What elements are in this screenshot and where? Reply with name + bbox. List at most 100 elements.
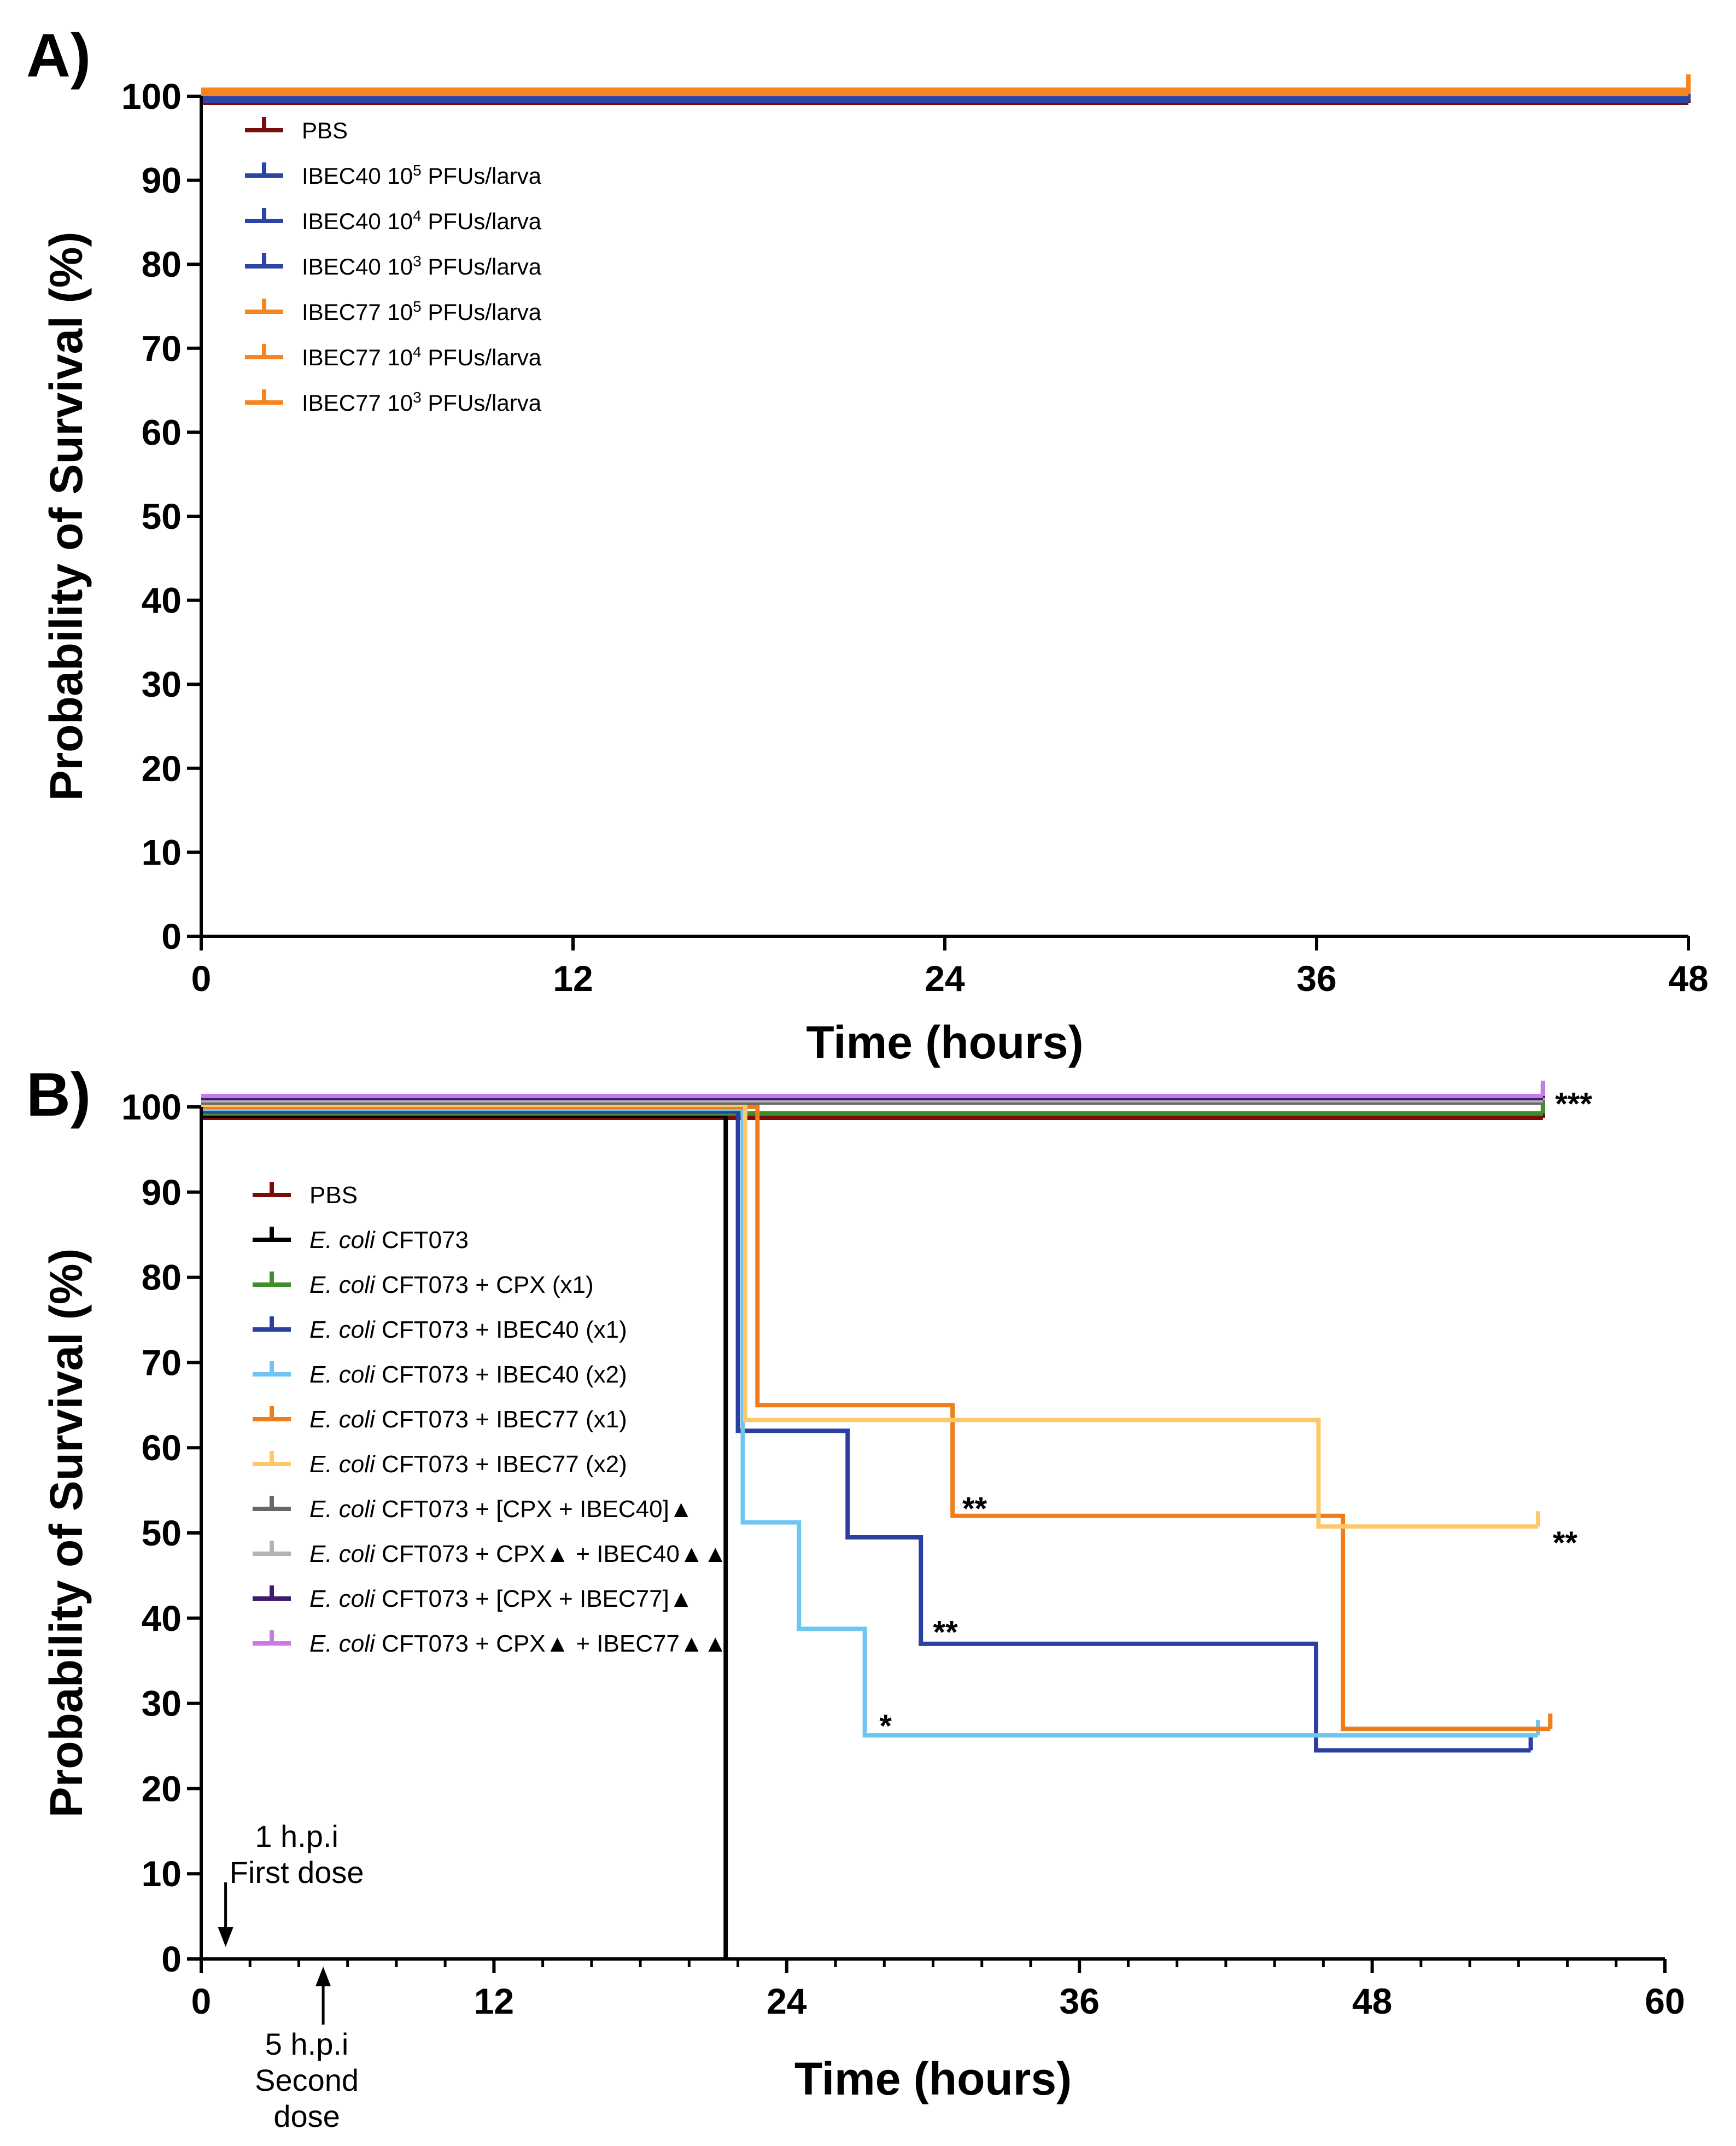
y-tick-label: 100 [121, 76, 182, 116]
significance-marker: *** [1555, 1086, 1592, 1122]
legend-entry-suffix: PFUs/larva [422, 390, 542, 416]
significance-marker: * [879, 1708, 892, 1744]
legend-entry-label: IBEC40 10 [302, 254, 413, 279]
legend-entry: E. coli CFT073 + CPX▲ + IBEC77▲▲ [309, 1630, 727, 1657]
x-tick-label: 0 [191, 1981, 212, 2021]
y-tick-label: 60 [142, 412, 182, 452]
legend-entry: IBEC77 103 PFUs/larva [302, 389, 542, 416]
significance-marker: ** [933, 1614, 958, 1650]
legend-entry: E. coli CFT073 + IBEC40 (x2) [309, 1361, 627, 1388]
legend-entry: E. coli CFT073 + IBEC40 (x1) [309, 1316, 627, 1343]
dose-arrow-head [315, 1967, 331, 1986]
legend-entry-italic: E. coli [309, 1630, 376, 1657]
legend-entry-italic: E. coli [309, 1227, 376, 1253]
y-tick-label: 10 [142, 832, 182, 872]
y-tick-label: 20 [142, 1768, 182, 1809]
legend-entry-italic: E. coli [309, 1451, 376, 1478]
legend-entry: E. coli CFT073 + IBEC77 (x2) [309, 1451, 627, 1478]
legend-entry: IBEC40 105 PFUs/larva [302, 162, 542, 189]
dose-note: Second [255, 2063, 359, 2097]
x-tick-label: 12 [474, 1981, 514, 2021]
y-tick-label: 40 [142, 1598, 182, 1638]
legend-entry-suffix: PFUs/larva [422, 163, 542, 189]
x-tick-label: 36 [1059, 1981, 1099, 2021]
panel-a-chart: A) 0 10 20 30 40 50 60 70 80 90 100 0 12 24 36 48 Time (h… [26, 21, 1709, 1068]
y-tick-label: 40 [142, 580, 182, 621]
series-line [201, 1107, 1538, 1738]
y-tick-label: 100 [121, 1087, 182, 1127]
x-axis-title: Time (hours) [806, 1017, 1083, 1068]
legend-entry-label: CFT073 + CPX▲ + IBEC77▲▲ [375, 1630, 727, 1657]
legend-entry-suffix: PFUs/larva [422, 208, 542, 234]
legend-entry-superscript: 3 [413, 389, 422, 406]
y-tick-label: 80 [142, 244, 182, 284]
legend-entry: E. coli CFT073 + CPX (x1) [309, 1272, 594, 1298]
legend-entry-label: IBEC77 10 [302, 299, 413, 325]
y-tick-label: 30 [142, 1683, 182, 1724]
dose-note: dose [273, 2099, 340, 2133]
y-tick-label: 90 [142, 1172, 182, 1212]
x-tick-label: 36 [1296, 958, 1336, 999]
y-tick-label: 50 [142, 1513, 182, 1553]
legend-entry-superscript: 4 [413, 343, 422, 360]
y-tick-label: 70 [142, 328, 182, 369]
legend-entry-label: CFT073 + IBEC40 (x1) [375, 1316, 627, 1343]
legend-entry-italic: E. coli [309, 1541, 376, 1567]
legend-entry-label: IBEC77 10 [302, 390, 413, 416]
x-tick-label: 24 [767, 1981, 807, 2021]
legend-entry: IBEC77 105 PFUs/larva [302, 298, 542, 325]
significance-marker: ** [1553, 1525, 1578, 1561]
legend-entry-label: IBEC77 10 [302, 345, 413, 370]
legend-entry-label: CFT073 + IBEC77 (x2) [375, 1451, 627, 1478]
panel-b-chart: B) 0 10 20 30 40 50 60 70 80 90 100 0 12 24 36 48 60 Time … [26, 1060, 1685, 2133]
x-tick-label: 0 [191, 958, 212, 999]
legend-entry: PBS [302, 118, 348, 143]
legend-entry: E. coli CFT073 + [CPX + IBEC40]▲ [309, 1496, 693, 1523]
legend-entry-label: CFT073 + [CPX + IBEC40]▲ [375, 1496, 693, 1523]
series-line [201, 1105, 1551, 1731]
series-group [201, 74, 1691, 105]
legend-entry: E. coli CFT073 + CPX▲ + IBEC40▲▲ [309, 1541, 727, 1567]
dose-arrow-head [218, 1927, 233, 1947]
panel-label: B) [26, 1060, 91, 1129]
y-axis-title: Probability of Survival (%) [40, 232, 92, 801]
panel-label: A) [26, 21, 91, 90]
y-tick-label: 30 [142, 664, 182, 704]
y-tick-label: 50 [142, 496, 182, 536]
legend-entry-italic: E. coli [309, 1406, 376, 1433]
legend-entry-suffix: PFUs/larva [422, 254, 542, 279]
legend-entry: E. coli CFT073 + IBEC77 (x1) [309, 1406, 627, 1433]
legend-entry-italic: E. coli [309, 1585, 376, 1612]
legend-entry-superscript: 5 [413, 162, 422, 179]
dose-note: First dose [230, 1855, 364, 1890]
legend-entry-label: CFT073 + IBEC40 (x2) [375, 1361, 627, 1388]
y-tick-label: 10 [142, 1853, 182, 1894]
legend-entry-italic: E. coli [309, 1496, 376, 1523]
axes: 0 10 20 30 40 50 60 70 80 90 100 0 12 24 36 48 60 [121, 1087, 1685, 2021]
legend-entry-label: PBS [309, 1182, 358, 1209]
legend-entry-superscript: 4 [413, 207, 422, 224]
legend-entry: IBEC77 104 PFUs/larva [302, 343, 542, 371]
series-line [201, 1109, 1531, 1753]
y-tick-label: 20 [142, 748, 182, 789]
significance-marker: ** [962, 1491, 987, 1526]
legend-entry-superscript: 3 [413, 253, 422, 270]
legend-entry: IBEC40 103 PFUs/larva [302, 253, 542, 280]
legend-entry-label: CFT073 + IBEC77 (x1) [375, 1406, 627, 1433]
axes: 0 10 20 30 40 50 60 70 80 90 100 0 12 24 36 48 [121, 76, 1709, 999]
legend-entry: E. coli CFT073 [309, 1227, 469, 1253]
legend-entry-label: PBS [302, 118, 348, 143]
x-tick-label: 48 [1668, 958, 1708, 999]
x-axis-title: Time (hours) [794, 2053, 1072, 2104]
y-tick-label: 90 [142, 160, 182, 201]
legend-entry-label: CFT073 + CPX (x1) [375, 1272, 594, 1298]
legend-entry-suffix: PFUs/larva [422, 299, 542, 325]
x-tick-label: 60 [1645, 1981, 1685, 2021]
legend-entry-label: IBEC40 10 [302, 163, 413, 189]
legend-entry: PBS [309, 1182, 358, 1209]
